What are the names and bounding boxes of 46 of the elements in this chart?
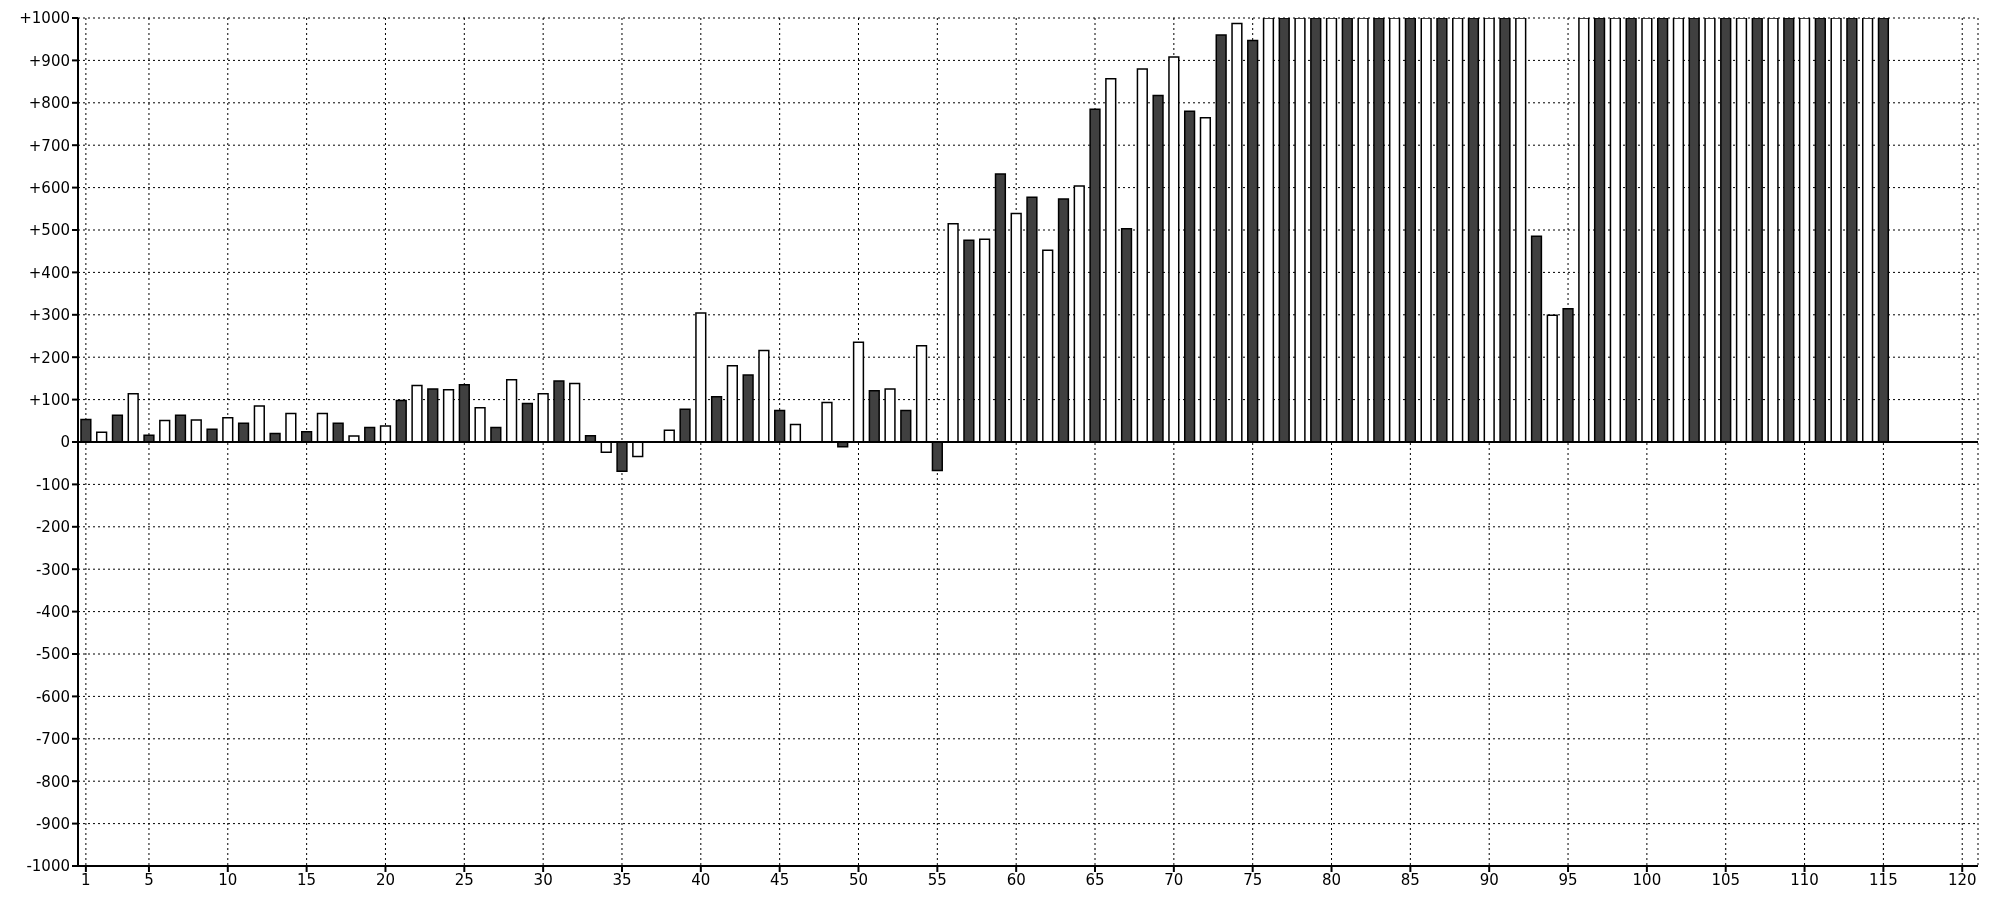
- x-tick-label: 45: [770, 870, 790, 889]
- y-tick-label: +200: [28, 348, 70, 367]
- y-tick-label: -200: [35, 518, 70, 537]
- x-tick-label: 10: [218, 870, 238, 889]
- x-tick-label: 60: [1006, 870, 1026, 889]
- y-tick-label: +500: [28, 221, 70, 240]
- y-tick-label: +600: [28, 178, 70, 197]
- y-tick-label: -1000: [26, 857, 70, 876]
- x-tick-label: 120: [1947, 870, 1977, 889]
- x-tick-label: 65: [1085, 870, 1105, 889]
- x-tick-label: 115: [1869, 870, 1898, 889]
- x-tick-label: 80: [1321, 870, 1342, 889]
- y-tick-label: +800: [28, 94, 70, 113]
- x-tick-label: 40: [691, 870, 711, 889]
- x-tick-label: 95: [1558, 870, 1578, 889]
- y-tick-label: +400: [28, 263, 70, 282]
- x-tick-label: 25: [454, 870, 474, 889]
- x-tick-label: 105: [1711, 870, 1741, 889]
- x-tick-label: 30: [533, 870, 553, 889]
- x-tick-label: 15: [297, 870, 317, 889]
- y-tick-label: +900: [28, 51, 70, 70]
- y-tick-label: -400: [35, 602, 70, 621]
- x-tick-label: 5: [144, 870, 154, 889]
- x-tick-label: 75: [1243, 870, 1263, 889]
- x-tick-label: 85: [1400, 870, 1420, 889]
- x-tick-label: 70: [1164, 870, 1184, 889]
- x-tick-label: 35: [612, 870, 632, 889]
- y-tick-label: +300: [28, 306, 70, 325]
- y-tick-label: +700: [28, 136, 70, 155]
- x-tick-label: 110: [1790, 870, 1819, 889]
- y-tick-label: +100: [28, 390, 70, 409]
- x-tick-label: 50: [848, 870, 869, 889]
- y-tick-label: -700: [35, 730, 70, 749]
- x-tick-label: 1: [81, 870, 91, 889]
- y-tick-label: -300: [35, 560, 70, 579]
- y-tick-label: -600: [35, 687, 70, 706]
- y-tick-label: -500: [35, 645, 70, 664]
- y-tick-label: +1000: [19, 9, 70, 28]
- x-tick-label: 20: [375, 870, 396, 889]
- x-tick-label: 100: [1632, 870, 1662, 889]
- y-tick-label: -100: [35, 475, 70, 494]
- y-tick-label: -800: [35, 772, 70, 791]
- y-tick-label: 0: [60, 433, 70, 452]
- y-tick-label: -900: [35, 814, 70, 833]
- x-tick-label: 90: [1479, 870, 1499, 889]
- x-tick-label: 55: [927, 870, 947, 889]
